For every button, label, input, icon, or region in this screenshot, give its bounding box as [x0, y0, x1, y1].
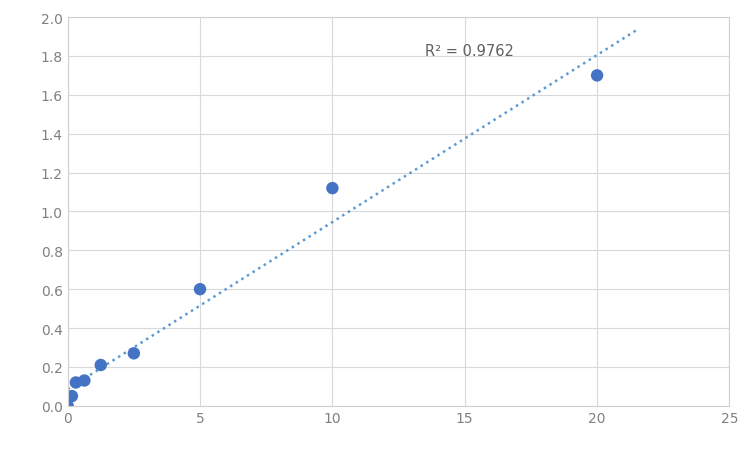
Point	[66, 392, 78, 400]
Point	[95, 362, 107, 369]
Point	[62, 402, 74, 410]
Point	[326, 185, 338, 192]
Point	[591, 73, 603, 80]
Point	[78, 377, 90, 384]
Point	[70, 379, 82, 386]
Point	[128, 350, 140, 357]
Text: R² = 0.9762: R² = 0.9762	[425, 44, 514, 59]
Point	[194, 286, 206, 293]
